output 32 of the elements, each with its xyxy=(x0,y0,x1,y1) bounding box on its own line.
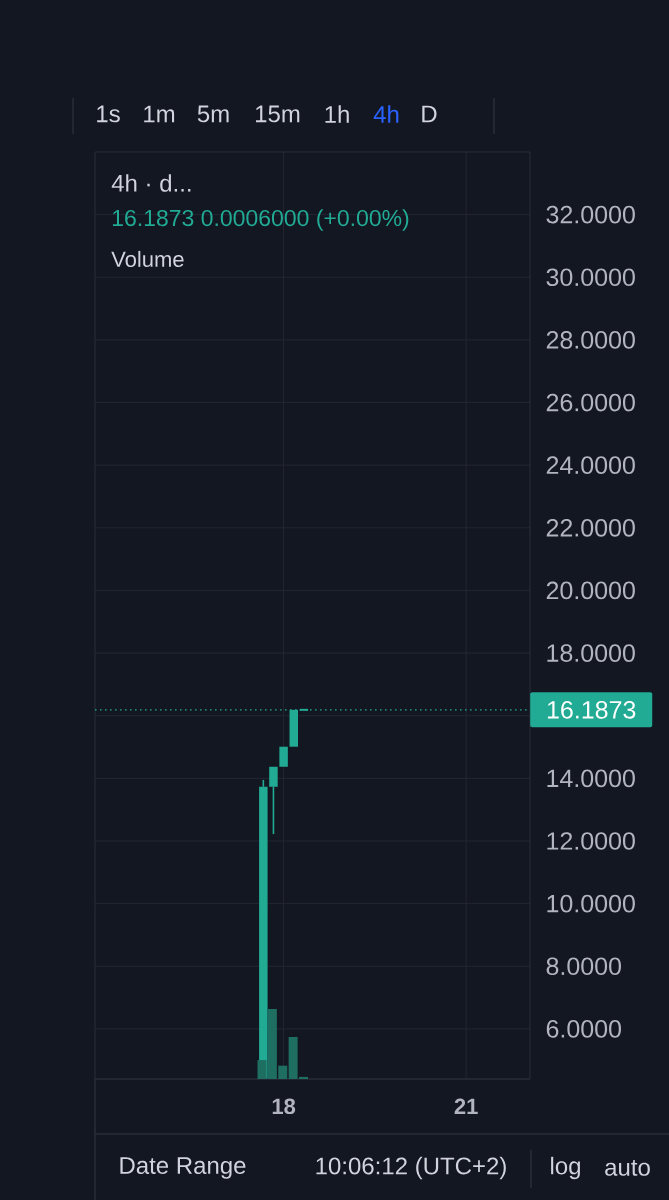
x-tick-label: 18 xyxy=(272,1098,296,1115)
y-tick-label: 10.0000 xyxy=(547,894,635,913)
text: 10:06:12 (UTC+2) xyxy=(316,1156,506,1180)
text: 15m xyxy=(255,105,300,123)
y-tick-label: 8.0000 xyxy=(546,957,621,976)
candlestick xyxy=(269,766,278,835)
text: auto xyxy=(605,1160,650,1176)
text: 4h xyxy=(373,105,399,123)
annotation: Volume xyxy=(111,250,184,268)
y-tick-label: 26.0000 xyxy=(546,393,635,412)
text: 1h xyxy=(325,105,349,123)
y-tick-label: 20.0000 xyxy=(546,581,635,600)
y-tick-label: 6.0000 xyxy=(546,1020,621,1038)
ref-line-label: 16.1873 xyxy=(547,701,636,719)
text: 1s xyxy=(97,105,120,123)
text: Date Range xyxy=(120,1157,246,1179)
text: 5m xyxy=(197,105,229,123)
text: D xyxy=(422,105,437,123)
y-tick-label: 28.0000 xyxy=(546,331,635,349)
text: 4h · d... xyxy=(111,174,191,192)
y-tick-label: 24.0000 xyxy=(546,456,635,475)
y-tick-label: 22.0000 xyxy=(546,518,635,537)
text: 1m xyxy=(144,105,175,123)
candlestick xyxy=(279,746,288,767)
y-tick-label: 32.0000 xyxy=(546,205,635,224)
y-tick-label: 12.0000 xyxy=(547,832,635,850)
y-tick-label: 30.0000 xyxy=(546,268,635,287)
annotation: 16.1873 0.0006000 (+0.00%) xyxy=(112,209,409,231)
text: log xyxy=(551,1156,580,1180)
y-tick-label: 14.0000 xyxy=(547,769,635,788)
x-tick-label: 21 xyxy=(454,1098,478,1114)
y-tick-label: 18.0000 xyxy=(547,644,635,662)
